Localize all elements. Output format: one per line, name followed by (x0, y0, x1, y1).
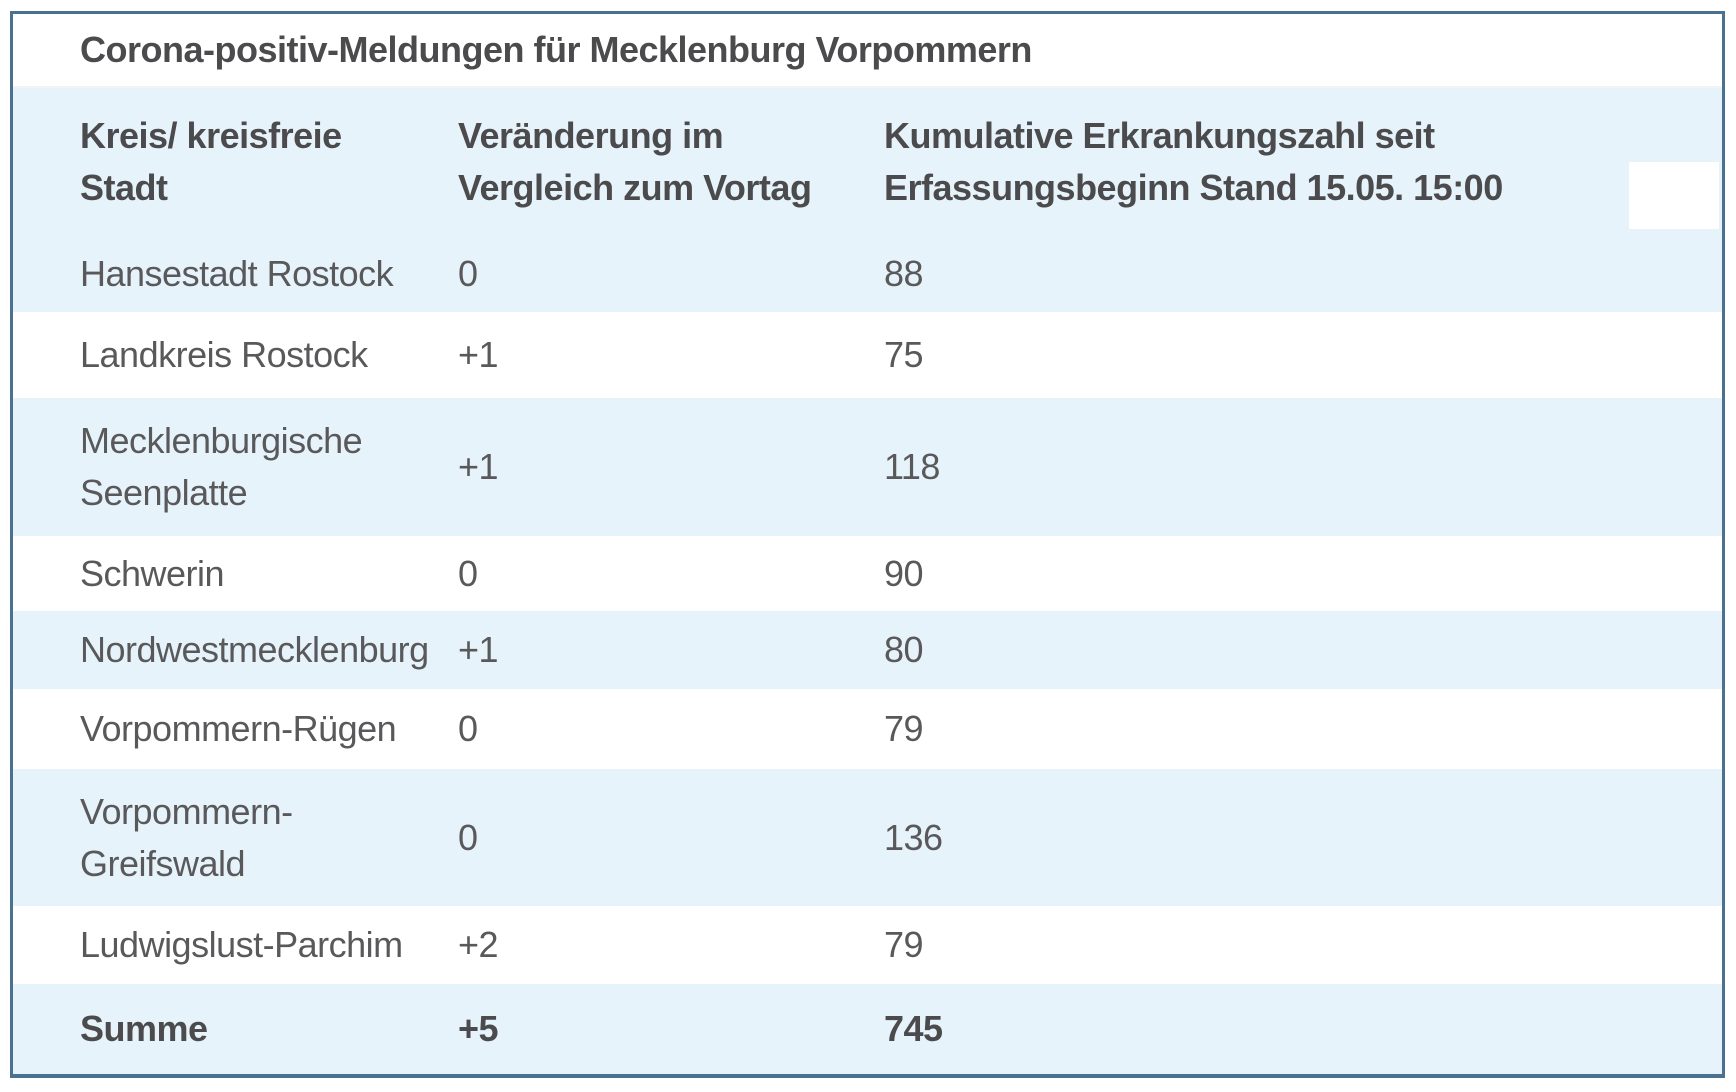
column-header-change: Veränderung im Vergleich zum Vortag (458, 115, 812, 208)
table-row: Schwerin 0 90 (13, 536, 1722, 611)
cell-cumulative: 90 (884, 552, 924, 594)
table-row: Ludwigslust-Parchim +2 79 (13, 906, 1722, 984)
white-patch-artifact (1629, 162, 1719, 229)
table-row: Landkreis Rostock +1 75 (13, 312, 1722, 398)
cell-region: Hansestadt Rostock (80, 253, 394, 294)
table-total-row: Summe +5 745 (13, 984, 1722, 1074)
cell-region: Schwerin (80, 552, 225, 594)
table-row: Nordwestmecklenburg +1 80 (13, 611, 1722, 689)
cell-region: Summe (80, 1008, 208, 1049)
cell-change: +1 (458, 629, 499, 670)
cell-cumulative: 75 (884, 334, 924, 375)
table-row: Mecklenburgische Seenplatte +1 118 (13, 398, 1722, 536)
table-row: Hansestadt Rostock 0 88 (13, 236, 1722, 312)
cell-change: 0 (458, 708, 478, 749)
cell-change: 0 (458, 816, 478, 858)
cell-region: Mecklenburgische Seenplatte (80, 420, 363, 513)
cell-cumulative: 79 (884, 708, 924, 749)
cell-change: 0 (458, 552, 478, 594)
cell-change: +5 (458, 1008, 499, 1049)
table-row: Vorpommern- Greifswald 0 136 (13, 769, 1722, 906)
cell-region: Ludwigslust-Parchim (80, 924, 403, 965)
table-row: Vorpommern-Rügen 0 79 (13, 689, 1722, 769)
table-title-row: Corona-positiv-Meldungen für Mecklenburg… (13, 14, 1722, 88)
column-header-cumulative: Kumulative Erkrankungszahl seit Erfassun… (884, 115, 1503, 208)
cell-change: +1 (458, 334, 499, 375)
cell-change: +2 (458, 924, 499, 965)
data-table-frame: Corona-positiv-Meldungen für Mecklenburg… (10, 11, 1725, 1078)
cell-cumulative: 88 (884, 253, 924, 294)
cell-cumulative: 136 (884, 816, 943, 858)
cell-region: Vorpommern- Greifswald (80, 790, 293, 884)
cell-region: Nordwestmecklenburg (80, 629, 429, 670)
cell-change: +1 (458, 446, 499, 487)
corona-cases-table: Kreis/ kreisfreie Stadt Veränderung im V… (13, 88, 1722, 1074)
cell-cumulative: 79 (884, 924, 924, 965)
cell-cumulative: 745 (884, 1008, 943, 1049)
cell-cumulative: 118 (884, 446, 940, 487)
cell-change: 0 (458, 253, 478, 294)
table-title: Corona-positiv-Meldungen für Mecklenburg… (80, 29, 1032, 70)
cell-region: Landkreis Rostock (80, 334, 368, 375)
table-header-row: Kreis/ kreisfreie Stadt Veränderung im V… (13, 88, 1722, 236)
cell-region: Vorpommern-Rügen (80, 708, 397, 749)
column-header-region: Kreis/ kreisfreie Stadt (80, 115, 342, 208)
cell-cumulative: 80 (884, 629, 924, 670)
